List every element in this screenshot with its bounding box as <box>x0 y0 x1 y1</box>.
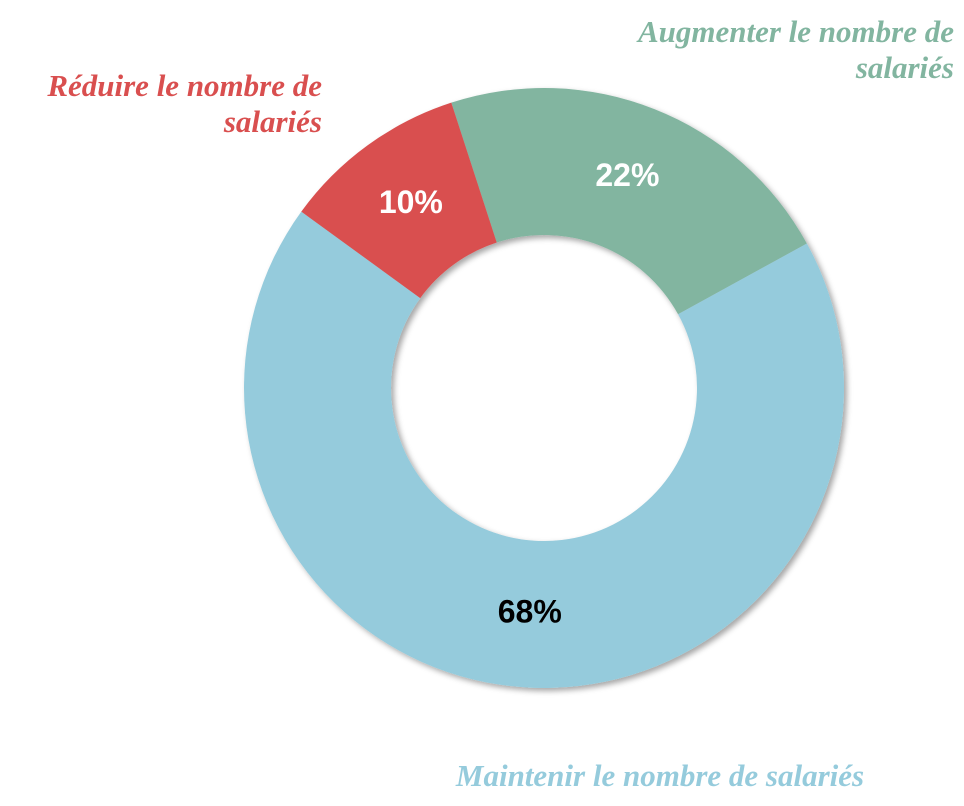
slice <box>451 87 807 315</box>
category-label: Augmenter le nombre de salariés <box>637 14 954 85</box>
value-label: 22% <box>595 157 659 193</box>
slice <box>301 102 497 299</box>
category-label: Maintenir le nombre de salariés <box>455 758 865 793</box>
slices <box>244 87 845 688</box>
category-label: Réduire le nombre de salariés <box>47 68 322 139</box>
slice <box>244 211 845 688</box>
value-label: 68% <box>498 594 562 630</box>
value-label: 10% <box>379 184 443 220</box>
